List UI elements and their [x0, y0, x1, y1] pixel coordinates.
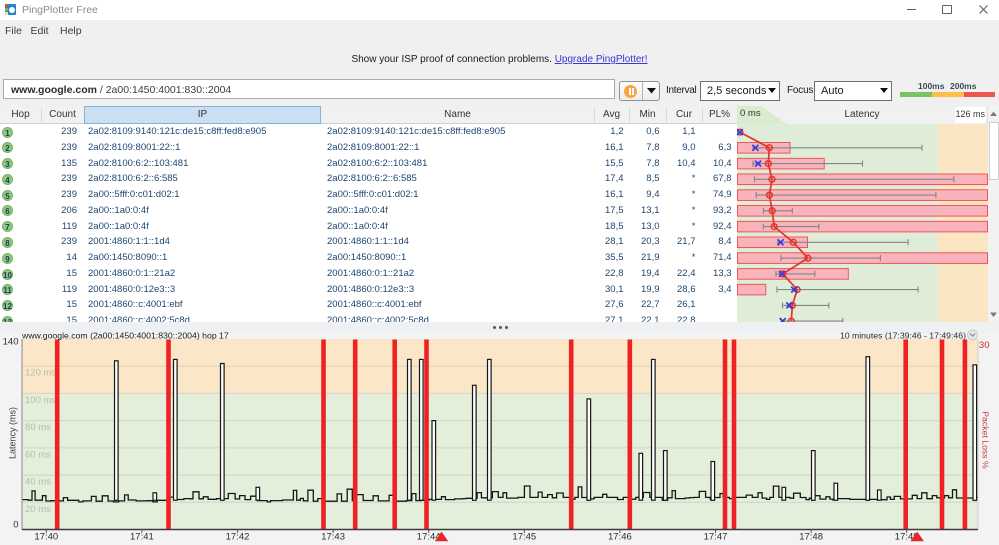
svg-text:Packet Loss %: Packet Loss %: [981, 411, 991, 469]
svg-text:40 ms: 40 ms: [25, 477, 51, 488]
svg-text:60 ms: 60 ms: [25, 449, 51, 460]
svg-text:140: 140: [3, 337, 19, 348]
svg-text:17:41: 17:41: [130, 532, 154, 543]
svg-text:17:42: 17:42: [226, 532, 250, 543]
svg-text:20 ms: 20 ms: [25, 504, 51, 515]
svg-text:30: 30: [979, 340, 990, 351]
svg-text:120 ms: 120 ms: [25, 368, 56, 379]
svg-text:17:40: 17:40: [34, 532, 58, 543]
svg-text:0: 0: [13, 520, 18, 531]
svg-text:80 ms: 80 ms: [25, 422, 51, 433]
svg-text:17:44: 17:44: [417, 532, 441, 543]
svg-text:17:45: 17:45: [512, 532, 536, 543]
svg-text:Latency (ms): Latency (ms): [8, 407, 18, 459]
svg-text:17:46: 17:46: [608, 532, 632, 543]
svg-text:10 minutes (17:39:46 - 17:49:4: 10 minutes (17:39:46 - 17:49:46): [840, 331, 966, 341]
svg-text:17:49: 17:49: [895, 532, 919, 543]
svg-text:17:48: 17:48: [799, 532, 823, 543]
svg-text:17:43: 17:43: [321, 532, 345, 543]
svg-text:www.google.com (2a00:1450:4001: www.google.com (2a00:1450:4001:830::2004…: [21, 331, 229, 341]
svg-text:17:47: 17:47: [704, 532, 728, 543]
svg-text:100 ms: 100 ms: [25, 395, 56, 406]
